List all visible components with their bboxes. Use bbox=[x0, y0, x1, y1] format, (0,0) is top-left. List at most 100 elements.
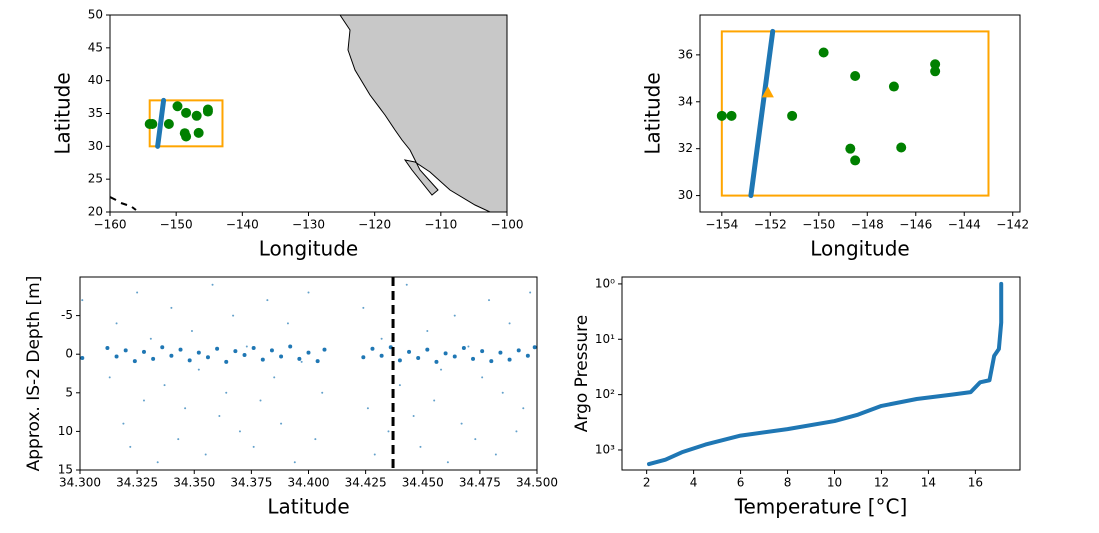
photon bbox=[197, 368, 200, 371]
islands bbox=[110, 196, 137, 211]
point bbox=[172, 101, 183, 112]
photon bbox=[453, 314, 456, 317]
photon bbox=[370, 346, 375, 351]
photon bbox=[321, 391, 324, 394]
photon bbox=[446, 461, 449, 464]
photon bbox=[362, 306, 365, 309]
y-tick-label: 5 bbox=[65, 385, 73, 399]
photon bbox=[266, 299, 269, 302]
photon bbox=[398, 384, 401, 387]
photon bbox=[132, 359, 137, 364]
y-tick-label: 15 bbox=[58, 463, 73, 477]
y-axis-label: Latitude bbox=[641, 72, 665, 154]
x-tick-label: 34.475 bbox=[459, 476, 501, 490]
x-tick-label: −148 bbox=[851, 218, 884, 232]
photon bbox=[114, 354, 119, 359]
photon bbox=[242, 352, 247, 357]
x-axis-label: Longitude bbox=[259, 237, 358, 261]
x-tick-label: −146 bbox=[899, 218, 932, 232]
x-tick-label: −160 bbox=[94, 218, 127, 232]
x-tick-label: −144 bbox=[948, 218, 981, 232]
y-tick-label: 30 bbox=[678, 188, 693, 202]
x-tick-label: −150 bbox=[160, 218, 193, 232]
data-line bbox=[748, 28, 776, 199]
land bbox=[110, 15, 507, 212]
photon bbox=[426, 330, 429, 333]
x-tick-label: −100 bbox=[491, 218, 524, 232]
point bbox=[202, 106, 213, 117]
photon bbox=[136, 291, 139, 294]
photon bbox=[184, 407, 187, 410]
y-tick-label: 20 bbox=[88, 205, 103, 219]
photon bbox=[467, 345, 470, 348]
y-tick-label: 34 bbox=[678, 94, 693, 108]
x-tick-label: −110 bbox=[424, 218, 457, 232]
point bbox=[850, 155, 861, 166]
x-tick-label: 10 bbox=[827, 476, 842, 490]
coastline bbox=[339, 15, 507, 212]
photon bbox=[286, 322, 289, 325]
photon bbox=[233, 349, 238, 354]
plot-area bbox=[144, 97, 224, 149]
photon bbox=[122, 422, 125, 425]
photon bbox=[115, 322, 118, 325]
photon bbox=[142, 399, 145, 402]
photon bbox=[218, 414, 221, 417]
point bbox=[888, 81, 899, 92]
x-tick-label: 6 bbox=[737, 476, 745, 490]
y-tick-label: 0 bbox=[65, 347, 73, 361]
photon bbox=[196, 350, 201, 355]
photon bbox=[300, 360, 303, 363]
photon bbox=[259, 399, 262, 402]
x-tick-label: −142 bbox=[996, 218, 1029, 232]
photon bbox=[80, 356, 85, 361]
photon bbox=[507, 357, 512, 362]
photon bbox=[215, 346, 220, 351]
x-tick-label: 34.375 bbox=[230, 476, 272, 490]
photon bbox=[273, 376, 276, 379]
photon bbox=[252, 445, 255, 448]
y-tick-label: 45 bbox=[88, 40, 103, 54]
photon bbox=[211, 283, 214, 286]
y-axis-label: Latitude bbox=[51, 72, 75, 154]
photon bbox=[434, 359, 439, 364]
y-tick-label: 40 bbox=[88, 73, 103, 87]
point bbox=[787, 110, 798, 121]
photon bbox=[224, 359, 229, 364]
photon bbox=[529, 291, 532, 294]
y-tick-label: 36 bbox=[678, 47, 693, 61]
x-tick-label: −140 bbox=[226, 218, 259, 232]
photon bbox=[288, 344, 293, 349]
x-tick-label: 2 bbox=[643, 476, 651, 490]
photon bbox=[108, 376, 111, 379]
photon bbox=[81, 299, 84, 302]
point bbox=[930, 66, 941, 77]
photon bbox=[151, 356, 156, 361]
y-tick-label: 10¹ bbox=[595, 332, 615, 346]
photon bbox=[225, 391, 228, 394]
photon bbox=[245, 345, 248, 348]
plot-area bbox=[80, 277, 537, 470]
x-tick-label: 34.325 bbox=[116, 476, 158, 490]
photon bbox=[293, 461, 296, 464]
photon bbox=[494, 453, 497, 456]
x-tick-label: 16 bbox=[968, 476, 983, 490]
photon bbox=[141, 349, 146, 354]
photon bbox=[170, 306, 173, 309]
y-tick-label: 32 bbox=[678, 141, 693, 155]
photon bbox=[205, 355, 210, 360]
photon bbox=[149, 337, 152, 340]
y-tick-label: 30 bbox=[88, 139, 103, 153]
photon bbox=[407, 349, 412, 354]
photon bbox=[366, 407, 369, 410]
x-axis-label: Temperature [°C] bbox=[734, 495, 908, 519]
photon bbox=[461, 346, 466, 351]
photon bbox=[419, 445, 422, 448]
data-line bbox=[647, 281, 1004, 467]
y-tick-label: 10⁰ bbox=[595, 276, 615, 290]
x-tick-label: −120 bbox=[358, 218, 391, 232]
photon bbox=[412, 414, 415, 417]
photon bbox=[501, 391, 504, 394]
photon bbox=[489, 359, 494, 364]
